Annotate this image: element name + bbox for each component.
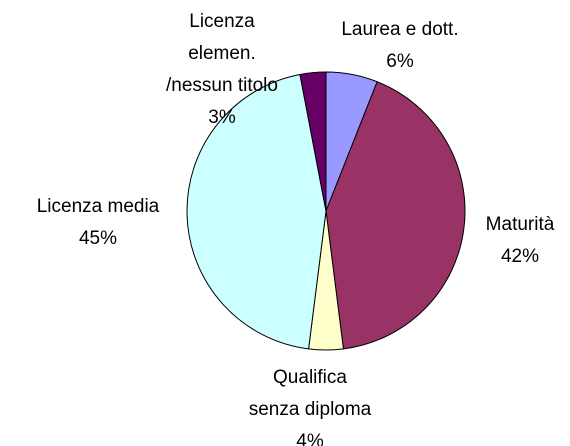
slice-percent: 4% <box>296 431 324 446</box>
pie-slice <box>186 73 327 350</box>
slice-percent: 3% <box>208 107 236 128</box>
slice-percent: 42% <box>501 246 539 267</box>
slice-label: Licenza <box>189 11 255 32</box>
slice-label: senza diploma <box>249 399 372 420</box>
slice-label: Qualifica <box>273 367 347 388</box>
pie-slice <box>299 71 327 212</box>
slice-percent: 6% <box>386 51 414 72</box>
slice-label: Licenza media <box>37 196 160 217</box>
pie-slice <box>325 81 466 350</box>
slice-label: elemen. <box>188 43 256 64</box>
slice-label: Laurea e dott. <box>341 19 458 40</box>
slice-label: /nessun titolo <box>166 75 278 96</box>
slice-percent: 45% <box>79 228 117 249</box>
slice-label: Maturità <box>486 214 555 235</box>
